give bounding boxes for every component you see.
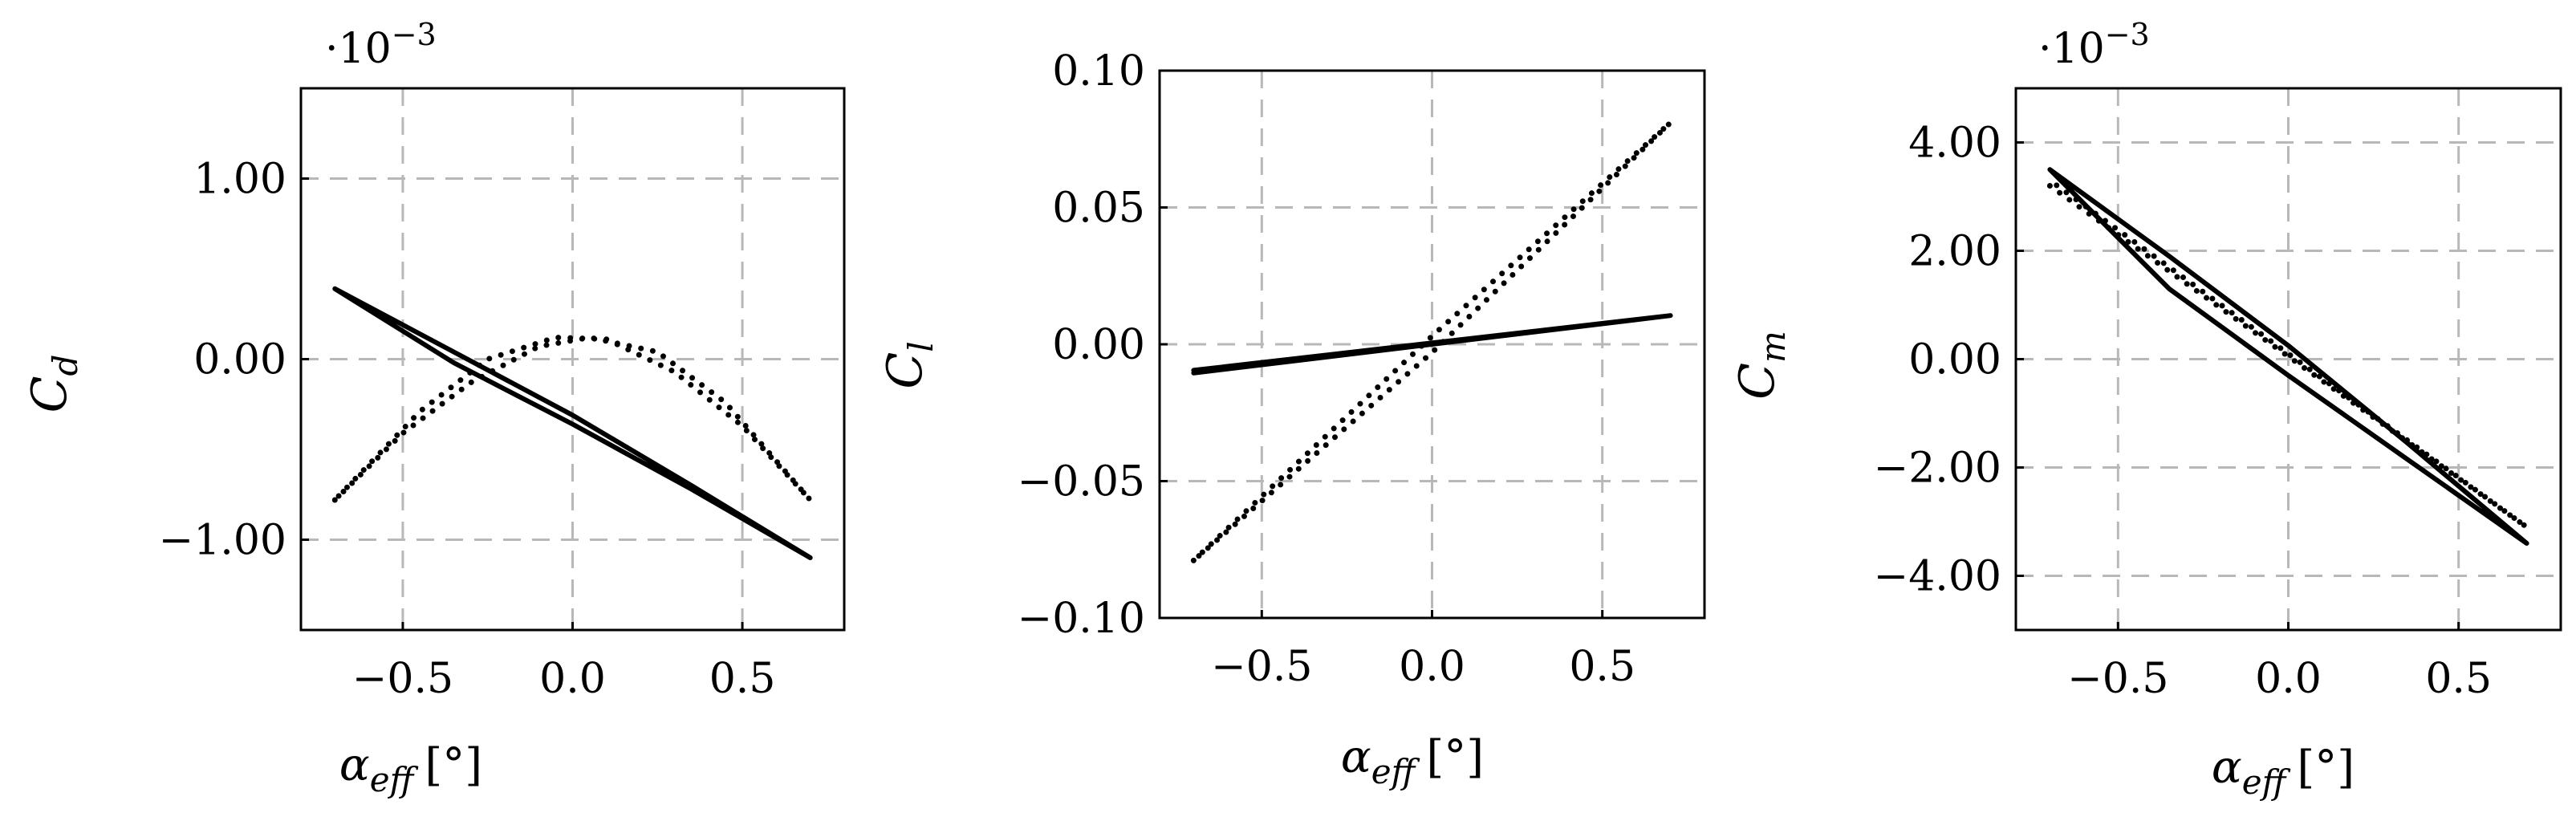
cm-y-tick-label: 2.00 <box>1908 228 2001 276</box>
cd-x-ticks: −0.5 0.0 0.5 <box>352 622 776 703</box>
cm-y-tick-label: −4.00 <box>1874 553 2001 601</box>
cd-x-tick-label: 0.0 <box>539 655 606 703</box>
cl-y-axis-label: Cl <box>877 341 941 388</box>
cd-y-tick-label: 0.00 <box>193 336 286 384</box>
cm-panel: −0.5 0.0 0.5 −4.00 −2.00 0.00 2.00 4.00 Cm αef… <box>1729 17 2562 802</box>
cd-series <box>331 286 814 560</box>
cl-series-dotted-line <box>1190 120 1674 563</box>
cd-y-axis-label: Cd <box>22 355 85 413</box>
cd-y-tick-label: 1.00 <box>193 156 286 204</box>
cm-y-axis-label: Cm <box>1729 331 1793 400</box>
cl-x-tick-label: 0.5 <box>1569 643 1635 691</box>
cm-y-ticks: −4.00 −2.00 0.00 2.00 4.00 <box>1874 120 2024 601</box>
cl-series <box>1190 120 1674 563</box>
cl-x-tick-label: 0.0 <box>1399 643 1465 691</box>
cd-y-tick-label: −1.00 <box>159 517 286 565</box>
cd-y-ticks: −1.00 0.00 1.00 <box>159 156 309 565</box>
cd-x-tick-label: 0.5 <box>709 655 776 703</box>
cd-grid <box>301 88 844 630</box>
cl-y-tick-label: −0.10 <box>1018 595 1145 643</box>
cm-y-tick-label: −2.00 <box>1874 445 2001 493</box>
cl-y-tick-label: 0.05 <box>1052 185 1145 233</box>
cm-axis-multiplier: ·10−3 <box>2038 17 2150 73</box>
cm-x-axis-label: αeff [°] <box>2212 742 2355 802</box>
cm-grid <box>2016 88 2561 630</box>
cm-y-tick-label: 0.00 <box>1908 336 2001 384</box>
cl-y-tick-label: 0.00 <box>1052 321 1145 369</box>
cl-panel: −0.5 0.0 0.5 −0.10 −0.05 0.00 0.05 0.10 Cl αef… <box>877 47 1706 791</box>
cl-x-tick-label: −0.5 <box>1211 643 1312 691</box>
cd-x-tick-label: −0.5 <box>352 655 453 703</box>
cl-y-ticks: −0.10 −0.05 0.00 0.05 0.10 <box>1018 47 1168 643</box>
cd-panel: −0.5 0.0 0.5 −1.00 0.00 1.00 Cd αeff [°] ·10−… <box>22 17 846 799</box>
cm-x-tick-label: 0.0 <box>2255 655 2322 703</box>
cl-x-ticks: −0.5 0.0 0.5 <box>1211 610 1635 691</box>
cd-series-dotted-line <box>331 335 814 503</box>
cm-series <box>2046 167 2530 546</box>
cl-y-tick-label: −0.05 <box>1018 458 1145 506</box>
cd-x-axis-label: αeff [°] <box>339 739 482 799</box>
cl-y-tick-label: 0.10 <box>1052 47 1145 96</box>
cl-series-solid-line <box>1191 313 1673 376</box>
cm-x-ticks: −0.5 0.0 0.5 <box>2067 622 2492 703</box>
cm-series-solid-line <box>2047 167 2529 546</box>
cd-axis-multiplier: ·10−3 <box>325 17 437 73</box>
cl-x-axis-label: αeff [°] <box>1341 731 1484 791</box>
cm-y-tick-label: 4.00 <box>1908 120 2001 168</box>
cm-x-tick-label: −0.5 <box>2067 655 2168 703</box>
cm-x-tick-label: 0.5 <box>2425 655 2492 703</box>
